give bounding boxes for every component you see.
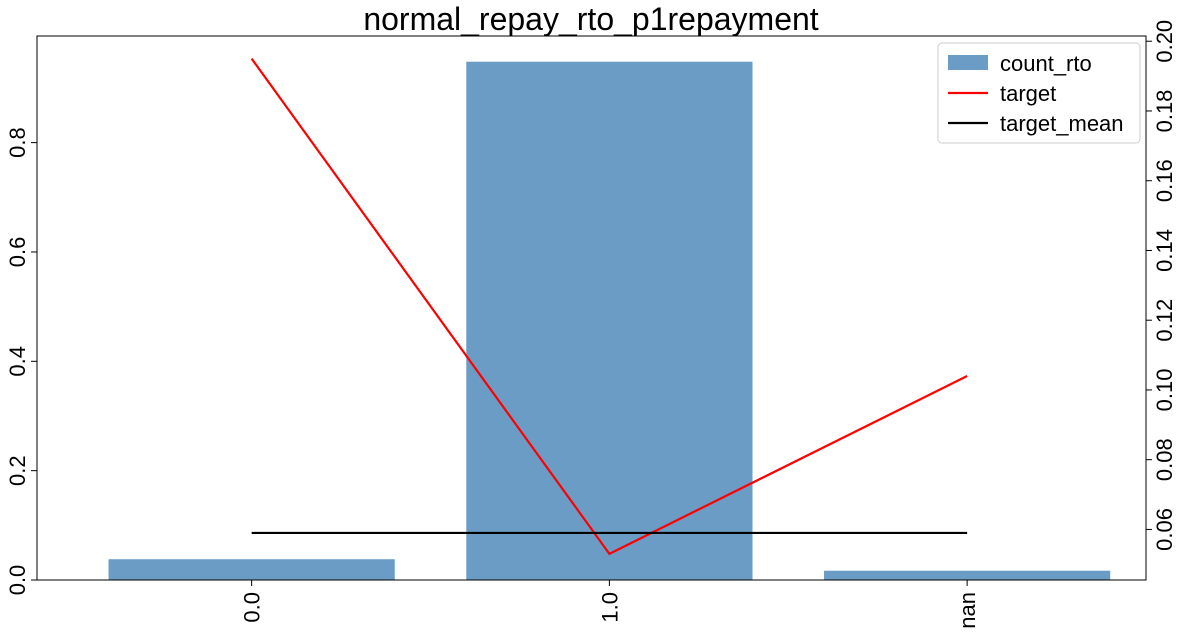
- chart-title: normal_repay_rto_p1repayment: [363, 1, 818, 37]
- right-tick-label: 0.18: [1152, 90, 1177, 133]
- left-tick-label: 0.8: [5, 127, 30, 158]
- plot-frame: [36, 35, 1147, 581]
- left-axis: 0.0 0.2 0.4 0.6 0.8: [5, 127, 37, 595]
- right-tick-label: 0.14: [1152, 229, 1177, 272]
- bar-series: [108, 61, 1111, 581]
- line-target: [250, 58, 968, 556]
- legend-swatch-count_rto: [948, 55, 988, 70]
- right-axis: 0.06 0.08 0.10 0.12 0.14 0.16 0.18 0.20: [1146, 20, 1177, 551]
- line-series: [250, 58, 968, 556]
- legend-label-count_rto: count_rto: [1000, 51, 1092, 76]
- bar-nan: [824, 570, 1111, 580]
- x-tick-label: 0.0: [240, 592, 265, 623]
- right-tick-label: 0.06: [1152, 508, 1177, 551]
- x-axis: 0.0 1.0 nan: [240, 580, 980, 629]
- legend-box: [937, 42, 1141, 144]
- right-tick-label: 0.16: [1152, 159, 1177, 202]
- bar-1.0: [466, 61, 753, 581]
- x-tick-label: nan: [955, 592, 980, 629]
- left-tick-label: 0.4: [5, 346, 30, 377]
- legend-label-target: target: [1000, 81, 1056, 106]
- bar-0.0: [108, 559, 395, 580]
- legend-label-target_mean: target_mean: [1000, 111, 1124, 136]
- left-tick-label: 0.2: [5, 455, 30, 486]
- right-tick-label: 0.08: [1152, 438, 1177, 481]
- right-tick-label: 0.20: [1152, 20, 1177, 63]
- right-tick-label: 0.12: [1152, 299, 1177, 342]
- left-tick-label: 0.6: [5, 237, 30, 268]
- right-tick-label: 0.10: [1152, 369, 1177, 412]
- left-tick-label: 0.0: [5, 565, 30, 596]
- x-tick-label: 1.0: [597, 592, 622, 623]
